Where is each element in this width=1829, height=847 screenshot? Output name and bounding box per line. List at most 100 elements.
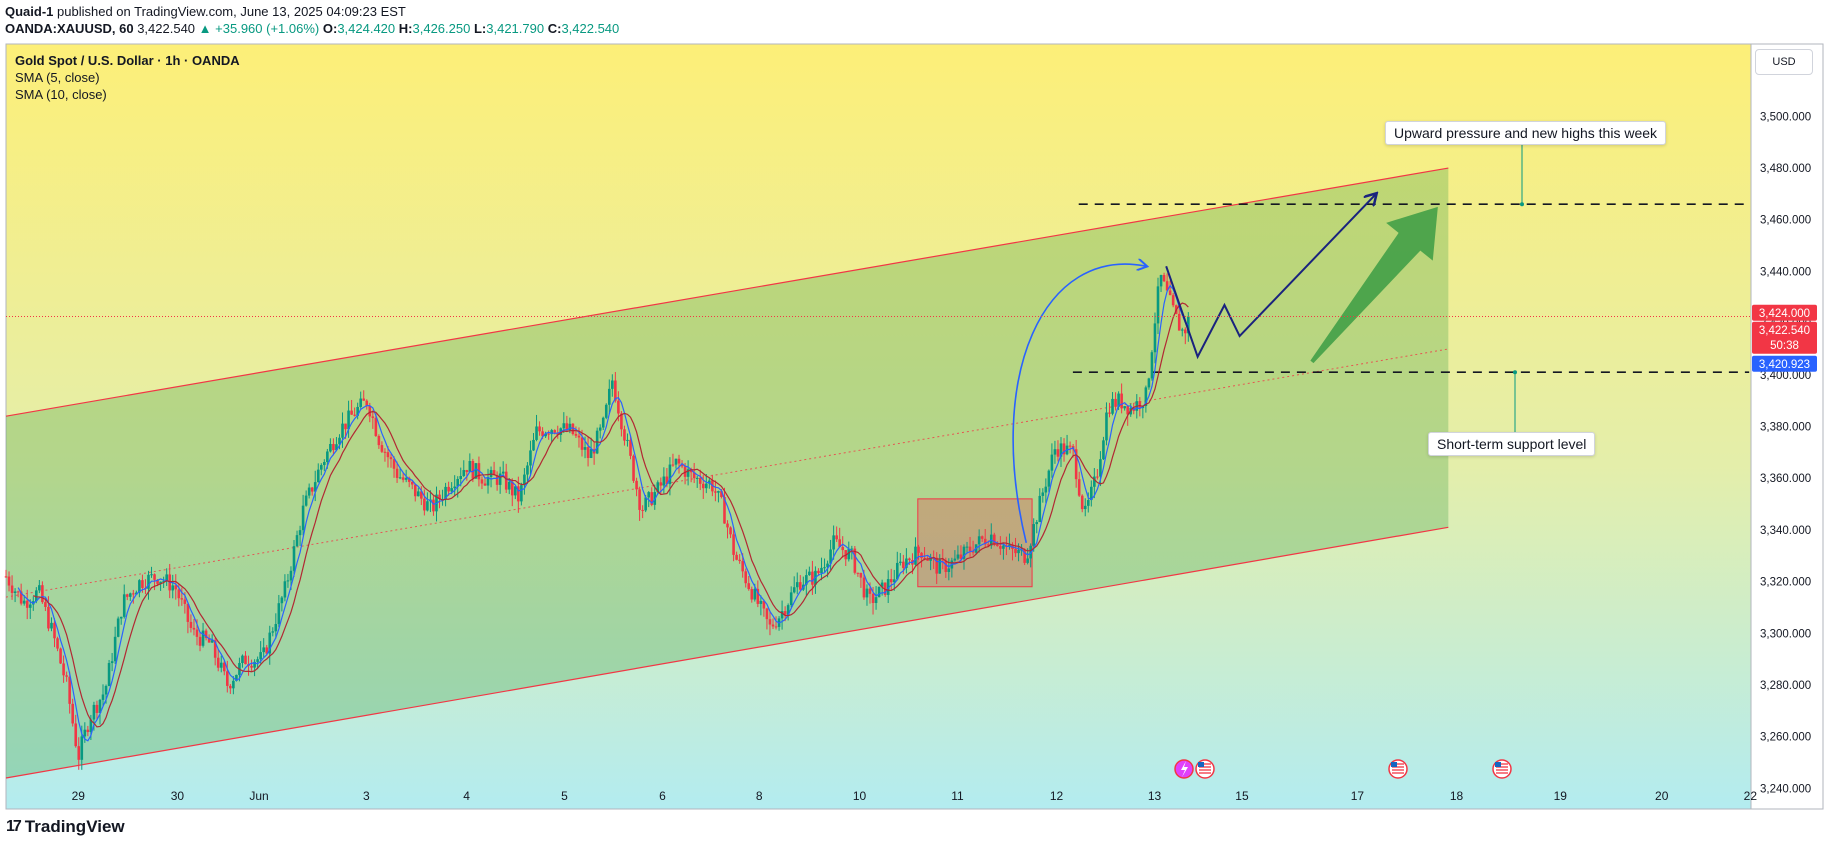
- candle-body: [686, 469, 690, 477]
- us-flag-event-icon[interactable]: [1492, 759, 1512, 779]
- candle-body: [232, 680, 235, 689]
- candle-body: [1156, 286, 1160, 324]
- candle-body: [165, 574, 168, 582]
- candle-body: [462, 470, 466, 477]
- candle: [1038, 488, 1042, 523]
- candle-body: [674, 458, 678, 465]
- candle-body: [789, 592, 793, 606]
- candle: [292, 540, 296, 577]
- candle-body: [77, 746, 81, 760]
- candle-body: [495, 475, 499, 485]
- candle-body: [465, 470, 469, 473]
- candle-body: [338, 437, 341, 445]
- tradingview-logo[interactable]: 17 TradingView: [6, 817, 125, 837]
- ohlc-line: OANDA:XAUUSD, 60 3,422.540 ▲ +35.960 (+1…: [5, 21, 619, 36]
- candle-body: [798, 582, 802, 590]
- candle-body: [541, 431, 544, 437]
- candle: [74, 714, 78, 748]
- candle-body: [617, 400, 620, 414]
- candle: [447, 481, 450, 496]
- candle: [744, 568, 748, 588]
- candle-body: [568, 423, 572, 431]
- candle: [1159, 274, 1163, 292]
- candle: [765, 607, 769, 630]
- candle-body: [786, 605, 790, 615]
- candle: [301, 494, 305, 536]
- candle: [492, 461, 496, 476]
- us-flag-event-icon[interactable]: [1195, 759, 1215, 779]
- candle-body: [410, 481, 414, 485]
- x-tick-label: 20: [1655, 789, 1669, 803]
- candle: [413, 484, 417, 502]
- candle: [556, 425, 560, 439]
- candle-body: [698, 477, 702, 484]
- candle-body: [1162, 275, 1166, 282]
- candle: [180, 587, 184, 606]
- brand-name: TradingView: [24, 817, 125, 836]
- legend-title[interactable]: Gold Spot / U.S. Dollar · 1h · OANDA: [15, 53, 240, 68]
- candle: [65, 671, 68, 682]
- y-tick-label: 3,380.000: [1760, 422, 1811, 434]
- candle-body: [535, 426, 538, 440]
- callout-upward-pressure[interactable]: Upward pressure and new highs this week: [1385, 121, 1667, 145]
- candle-body: [1111, 398, 1114, 414]
- candle-body: [917, 546, 920, 553]
- candle: [13, 588, 17, 603]
- candle-body: [329, 443, 332, 452]
- candle: [116, 616, 120, 638]
- candle-body: [1099, 459, 1102, 477]
- candle-body: [368, 405, 372, 417]
- candle-body: [753, 588, 757, 600]
- candle-body: [420, 491, 423, 499]
- candle: [1105, 402, 1108, 446]
- candle-body: [601, 417, 605, 428]
- currency-button[interactable]: USD: [1755, 49, 1813, 75]
- candle: [762, 599, 766, 617]
- candle: [629, 435, 632, 460]
- candle: [192, 618, 196, 636]
- candle-body: [210, 640, 214, 643]
- candle: [423, 489, 426, 516]
- candle: [501, 461, 505, 477]
- candle: [795, 572, 799, 595]
- candle-body: [10, 585, 14, 593]
- candle-body: [1177, 313, 1181, 331]
- candle: [125, 593, 129, 601]
- candle-body: [501, 471, 505, 474]
- x-tick-label: 12: [1050, 789, 1064, 803]
- candle-body: [562, 423, 566, 429]
- candle-body: [80, 736, 84, 760]
- candle-body: [811, 571, 814, 585]
- candle: [10, 575, 14, 600]
- candle: [750, 586, 754, 603]
- candle-body: [413, 484, 417, 497]
- candle-body: [41, 585, 44, 603]
- callout-support-level[interactable]: Short-term support level: [1428, 432, 1596, 456]
- candle-body: [59, 648, 62, 664]
- channel-lower-line: [5, 526, 1449, 779]
- candle-body: [820, 567, 823, 574]
- candle-body: [229, 685, 232, 689]
- candle-body: [122, 594, 126, 617]
- us-flag-event-icon[interactable]: [1388, 759, 1408, 779]
- candle: [392, 456, 396, 478]
- candle: [595, 427, 599, 455]
- legend-sma-10[interactable]: SMA (10, close): [15, 87, 107, 102]
- candle: [780, 600, 784, 630]
- candle: [853, 545, 857, 575]
- author-name[interactable]: Quaid-1: [5, 4, 54, 19]
- candle-body: [1096, 476, 1099, 478]
- candle: [347, 400, 350, 438]
- candle: [316, 463, 320, 483]
- candle: [999, 536, 1002, 555]
- candle-body: [16, 591, 20, 593]
- candle: [313, 470, 317, 502]
- candle-body: [1147, 378, 1151, 388]
- legend-sma-5[interactable]: SMA (5, close): [15, 70, 100, 85]
- candle: [1150, 350, 1154, 381]
- candle-body: [395, 468, 399, 478]
- flash-event-icon[interactable]: [1174, 759, 1194, 779]
- candle: [298, 525, 302, 546]
- candle-body: [780, 611, 784, 619]
